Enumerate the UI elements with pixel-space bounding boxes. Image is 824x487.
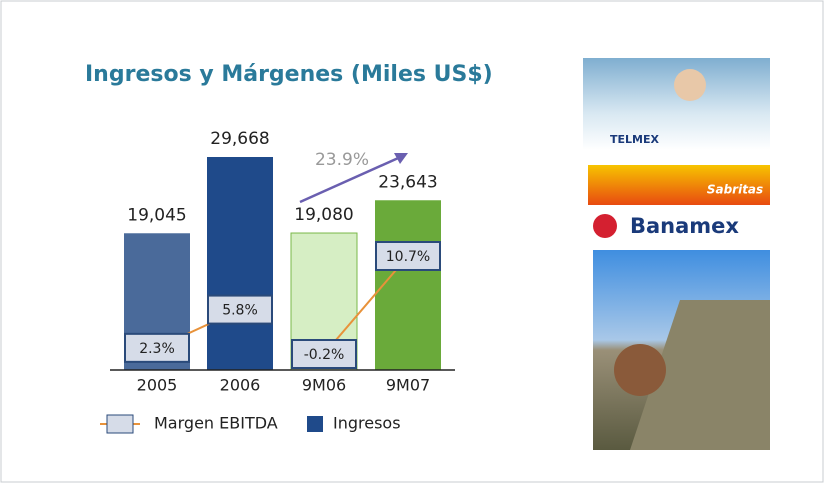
legend-label: Ingresos xyxy=(333,414,401,433)
logo-banamex: Banamex xyxy=(630,214,739,238)
person xyxy=(614,344,666,396)
bar xyxy=(375,200,441,370)
value-label: 19,080 xyxy=(294,205,353,225)
x-tick-label: 2006 xyxy=(220,376,261,395)
margin-label: 5.8% xyxy=(222,303,258,319)
margin-line xyxy=(323,255,409,355)
legend-box xyxy=(106,414,134,434)
telmex-image xyxy=(583,58,770,150)
margin-box xyxy=(375,241,441,271)
logo-sabritas: Sabritas xyxy=(707,183,763,197)
growth-label: 23.9% xyxy=(315,150,369,170)
chart-title: Ingresos y Márgenes (Miles US$) xyxy=(85,62,493,87)
bar xyxy=(207,157,273,370)
banamex-icon xyxy=(593,214,617,238)
legend-swatch xyxy=(307,416,323,432)
telmex-photo xyxy=(674,69,706,101)
value-label: 19,045 xyxy=(127,205,186,225)
logo-telmex: TELMEX xyxy=(610,133,659,146)
x-tick-label: 9M06 xyxy=(302,376,346,395)
sabritas-image xyxy=(588,165,770,205)
margin-label: 10.7% xyxy=(386,249,430,265)
growth-arrow-head xyxy=(394,153,408,164)
growth-arrow xyxy=(299,153,406,204)
plot: 19,045 2005 29,668 2006 19,080 9M06 23,643 9M07… xyxy=(124,129,441,395)
margin-box xyxy=(124,332,190,363)
margin-box xyxy=(207,294,273,325)
pyramid xyxy=(630,300,770,450)
value-label: 23,643 xyxy=(378,172,437,192)
value-label: 29,668 xyxy=(210,129,269,149)
x-tick-label: 2005 xyxy=(137,376,178,395)
margin-label: 2.3% xyxy=(139,341,175,357)
x-tick-label: 9M07 xyxy=(386,376,430,395)
legend-label: Margen EBITDA xyxy=(154,414,278,433)
margin-box xyxy=(291,339,357,369)
margin-label: -0.2% xyxy=(304,347,345,363)
